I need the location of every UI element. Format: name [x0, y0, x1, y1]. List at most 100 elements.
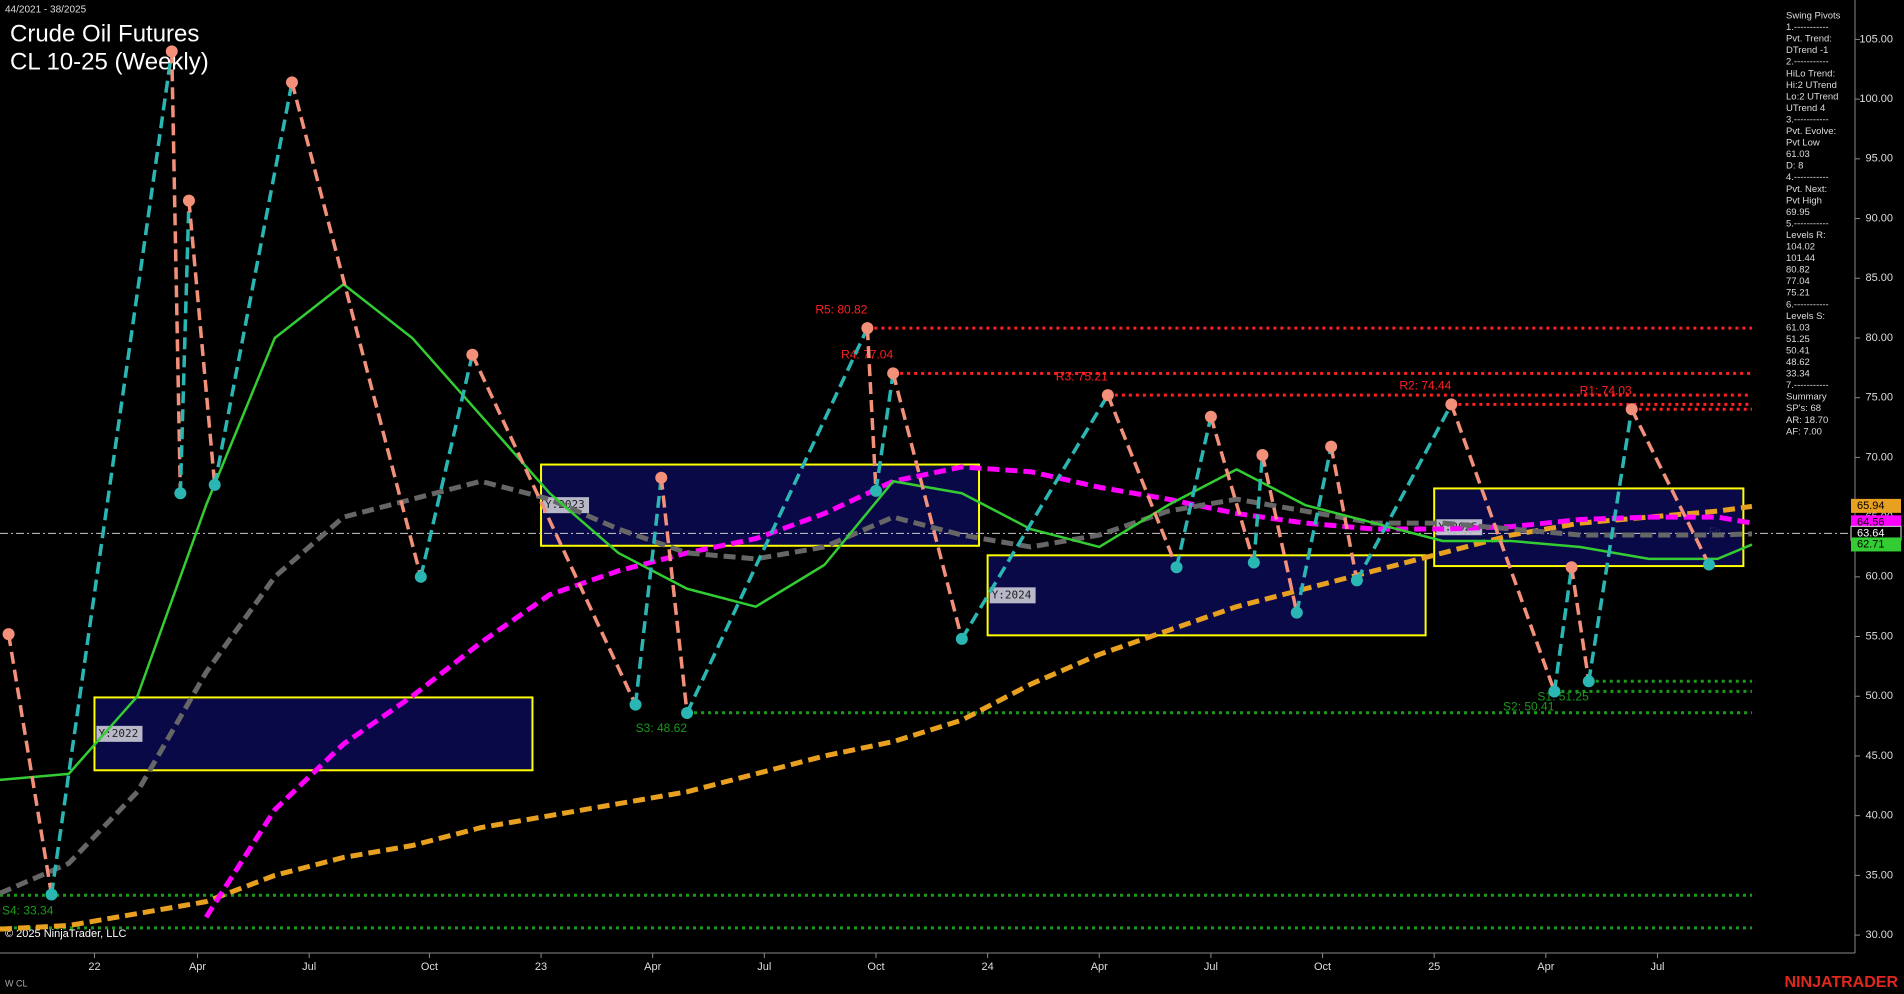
swing-leg [178, 200, 191, 494]
panel-line: 75.21 [1786, 288, 1810, 299]
y-tick-label: 60.00 [1865, 571, 1893, 583]
y-tick-label: 55.00 [1865, 630, 1893, 642]
year-box-tag [989, 587, 1036, 604]
copyright: © 2025 NinjaTrader, LLC [5, 928, 126, 940]
panel-line: UTrend 4 [1786, 103, 1825, 114]
swing-pivot [629, 698, 642, 711]
brand: NINJATRADER [1785, 974, 1899, 991]
y-tick-label: 80.00 [1865, 332, 1893, 344]
swing-leg [960, 394, 1110, 640]
swing-pivot [681, 706, 694, 719]
panel-line: 69.95 [1786, 207, 1810, 218]
year-box [986, 554, 1427, 637]
moving-average [204, 464, 1753, 919]
panel-line: 80.82 [1786, 265, 1810, 276]
swing-leg [290, 81, 423, 578]
moving-average [0, 282, 1753, 782]
panel-line: Pvt. Trend: [1786, 34, 1832, 45]
swing-pivot [887, 367, 900, 380]
x-tick-label: Apr [189, 961, 206, 973]
level-label: R1: 74.03 [1580, 383, 1632, 397]
price-tag [1851, 498, 1901, 513]
level-label: S3: 48.62 [636, 721, 688, 735]
swing-pivot [1290, 606, 1303, 619]
x-tick-label: 24 [981, 961, 993, 973]
swing-leg [1449, 403, 1557, 693]
panel-line: 5.----------- [1786, 218, 1829, 229]
panel-line: 48.62 [1786, 357, 1810, 368]
swing-pivot [1582, 675, 1595, 688]
swing-leg [49, 51, 174, 895]
level-label: R2: 74.44 [1399, 379, 1451, 393]
panel-line: 50.41 [1786, 345, 1810, 356]
panel-line: 6.----------- [1786, 299, 1829, 310]
panel-line: Pvt. Evolve: [1786, 126, 1836, 137]
panel-line: 4.----------- [1786, 172, 1829, 183]
panel-line: 7.----------- [1786, 380, 1829, 391]
level-label: S2: 50.41 [1503, 700, 1555, 714]
panel-line: Levels S: [1786, 311, 1825, 322]
x-tick-label: Jul [1204, 961, 1218, 973]
swing-pivot [869, 484, 882, 497]
panel-line: 33.34 [1786, 369, 1810, 380]
level-label: R5: 80.82 [815, 302, 867, 316]
chart-subtitle: CL 10-25 (Weekly) [10, 48, 209, 75]
x-tick-label: 25 [1428, 961, 1440, 973]
panel-line: 101.44 [1786, 253, 1815, 264]
swing-pivot [466, 348, 479, 361]
swing-pivot [285, 76, 298, 89]
swing-leg [470, 353, 638, 706]
panel-line: Swing Pivots [1786, 11, 1841, 22]
x-tick-label: 23 [535, 961, 547, 973]
x-tick-label: Jul [302, 961, 316, 973]
swing-pivot [2, 628, 15, 641]
panel-line: AF: 7.00 [1786, 426, 1822, 437]
swing-pivot [1703, 558, 1716, 571]
swing-pivot [655, 471, 668, 484]
swing-pivot [1204, 410, 1217, 423]
swing-leg [6, 633, 54, 895]
x-tick-label: Jul [1650, 961, 1664, 973]
price-tag [1851, 537, 1901, 552]
swing-leg [419, 354, 475, 578]
panel-line: 61.03 [1786, 149, 1810, 160]
price-tag-label: 65.94 [1857, 500, 1885, 512]
panel-line: Pvt High [1786, 195, 1822, 206]
x-tick-label: Apr [1091, 961, 1108, 973]
swing-leg [1174, 416, 1213, 568]
swing-leg [1355, 403, 1453, 582]
level-label: S4: 33.34 [2, 903, 54, 917]
y-tick-label: 30.00 [1865, 929, 1893, 941]
panel-line: SP's: 68 [1786, 403, 1821, 414]
swing-pivot [208, 478, 221, 491]
y-tick-label: 90.00 [1865, 212, 1893, 224]
swing-leg [212, 82, 294, 486]
swing-pivot [1325, 440, 1338, 453]
x-tick-label: Apr [1537, 961, 1554, 973]
panel-line: 2.----------- [1786, 57, 1829, 68]
y-tick-label: 100.00 [1859, 93, 1893, 105]
panel-line: 1.----------- [1786, 22, 1829, 33]
y-tick-label: 95.00 [1865, 153, 1893, 165]
panel-line: D: 8 [1786, 161, 1803, 172]
swing-pivot [1445, 398, 1458, 411]
swing-pivot [1350, 574, 1363, 587]
y-tick-label: 40.00 [1865, 810, 1893, 822]
swing-leg [1295, 446, 1333, 613]
x-tick-label: Oct [421, 961, 438, 973]
swing-leg [633, 477, 664, 705]
panel-line: 61.03 [1786, 322, 1810, 333]
swing-pivot [955, 632, 968, 645]
swing-leg [1329, 446, 1359, 581]
year-box-label: Y:2024 [992, 588, 1032, 601]
swing-pivot [1256, 449, 1269, 462]
x-tick-label: 22 [88, 961, 100, 973]
panel-line: Hi:2 UTrend [1786, 80, 1837, 91]
y-tick-label: 45.00 [1865, 750, 1893, 762]
x-tick-label: Apr [644, 961, 661, 973]
swing-leg [865, 328, 878, 491]
panel-line: Pvt. Next: [1786, 184, 1827, 195]
swing-leg [874, 373, 895, 492]
